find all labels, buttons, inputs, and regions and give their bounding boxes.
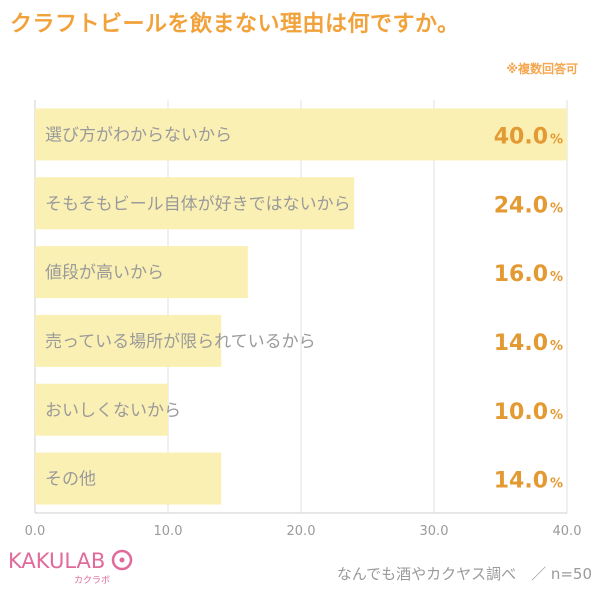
x-tick-label: 40.0 — [553, 524, 582, 539]
value-unit: % — [550, 408, 563, 423]
x-tick-label: 0.0 — [25, 524, 46, 539]
source-note: なんでも酒やカクヤス調べ ／ n=50 — [336, 565, 592, 583]
bar — [35, 314, 222, 367]
kakulabo-logo: KAKULAB カクラボ — [8, 547, 148, 587]
category-label: おいしくないから — [45, 401, 181, 421]
bar — [35, 246, 248, 299]
bar-chart: 0.0 10.0 20.0 30.0 40.0 選び方がわからないから 40.0 % そもそもビ… — [25, 100, 582, 539]
category-label: 選び方がわからないから — [45, 125, 232, 145]
category-label: 売っている場所が限られているから — [45, 332, 316, 352]
bar — [35, 383, 168, 436]
category-label: 値段が高いから — [45, 263, 164, 283]
value-label: 14.0 — [494, 331, 548, 356]
bar — [35, 452, 222, 505]
category-label: その他 — [45, 470, 96, 490]
x-tick-label: 20.0 — [287, 524, 316, 539]
value-unit: % — [550, 339, 563, 354]
chart-title: クラフトビールを飲まない理由は何ですか。 — [10, 12, 460, 37]
value-unit: % — [550, 477, 563, 492]
value-label: 16.0 — [494, 262, 548, 287]
category-label: そもそもビール自体が好きではないから — [45, 194, 351, 214]
svg-text:KAKULAB: KAKULAB — [8, 549, 105, 573]
value-label: 24.0 — [494, 193, 548, 218]
bar — [35, 177, 355, 230]
value-label: 14.0 — [494, 469, 548, 494]
bar — [35, 108, 567, 161]
value-unit: % — [550, 201, 563, 216]
x-tick-label: 30.0 — [420, 524, 449, 539]
multiple-answer-note: ※複数回答可 — [506, 62, 578, 76]
value-label: 40.0 — [494, 124, 548, 149]
value-label: 10.0 — [494, 400, 548, 425]
value-unit: % — [550, 270, 563, 285]
x-tick-label: 10.0 — [154, 524, 183, 539]
value-unit: % — [550, 132, 563, 147]
logo-subtitle: カクラボ — [74, 576, 111, 586]
